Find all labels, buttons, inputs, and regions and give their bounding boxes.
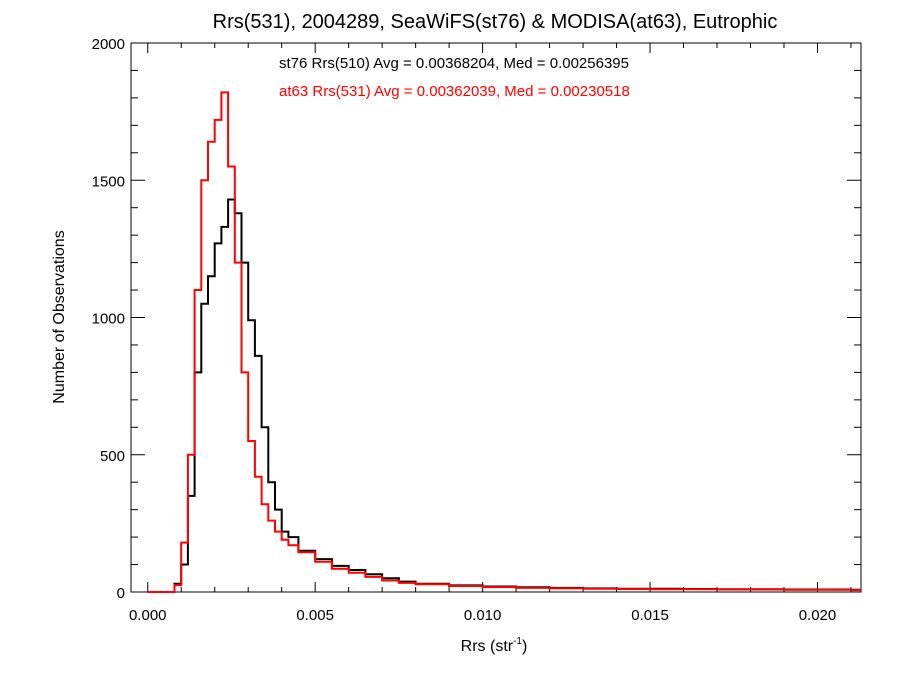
chart-title: Rrs(531), 2004289, SeaWiFS(st76) & MODIS… bbox=[213, 11, 778, 33]
y-tick-label: 2000 bbox=[92, 36, 125, 53]
x-axis-label-tail: ) bbox=[522, 638, 527, 655]
legend-entry-at63: at63 Rrs(531) Avg = 0.00362039, Med = 0.… bbox=[279, 83, 630, 100]
y-tick-label: 0 bbox=[117, 585, 125, 602]
x-tick-label: 0.010 bbox=[464, 607, 502, 624]
y-tick-label: 1000 bbox=[92, 311, 125, 328]
x-axis-label-exponent: -1 bbox=[513, 636, 522, 647]
x-axis-label-main: Rrs (str bbox=[461, 638, 514, 655]
x-tick-label: 0.015 bbox=[631, 607, 669, 624]
series-line-1 bbox=[147, 91, 861, 593]
y-tick-label: 500 bbox=[100, 448, 125, 465]
x-tick-label: 0.005 bbox=[296, 607, 334, 624]
x-tick-label: 0.020 bbox=[799, 607, 837, 624]
plot-area: 0.000 0.005 0.010 0.015 0.020 0 500 1000 1500 200… bbox=[92, 36, 862, 624]
x-tick-label: 0.000 bbox=[129, 607, 167, 624]
legend-entry-st76: st76 Rrs(510) Avg = 0.00368204, Med = 0.… bbox=[279, 55, 629, 72]
y-tick-label: 1500 bbox=[92, 173, 125, 190]
y-axis-label: Number of Observations bbox=[51, 230, 68, 403]
x-axis-label: Rrs (str-1) bbox=[461, 636, 528, 655]
series-line-0 bbox=[147, 198, 861, 593]
